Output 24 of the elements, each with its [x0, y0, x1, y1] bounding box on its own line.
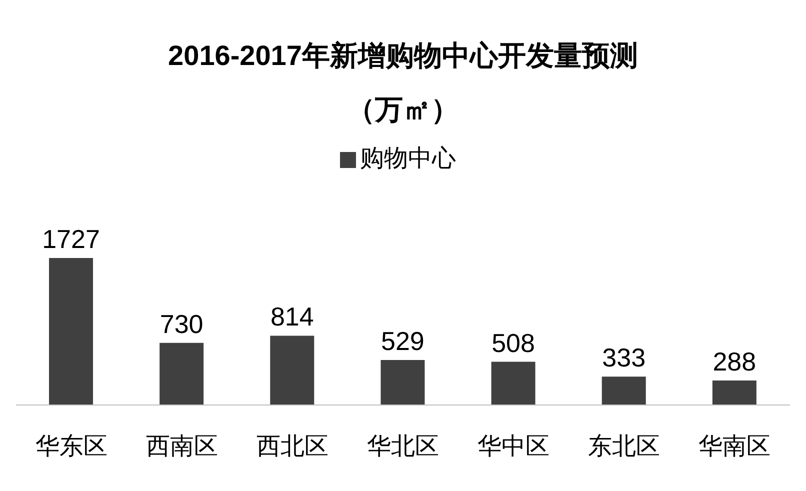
bar	[602, 376, 646, 405]
data-label: 730	[160, 308, 204, 339]
data-label: 508	[492, 328, 535, 358]
chart-subtitle: （万㎡）	[346, 93, 460, 127]
bar	[380, 360, 425, 405]
data-label: 814	[270, 302, 314, 332]
x-tick-label: 华南区	[698, 433, 771, 460]
data-label: 529	[381, 326, 424, 356]
data-label: 333	[602, 342, 646, 373]
bar	[49, 258, 93, 405]
bar	[491, 362, 536, 405]
x-tick-label: 西北区	[256, 433, 328, 460]
x-tick-label: 华北区	[367, 433, 439, 460]
data-label: 1727	[42, 224, 100, 254]
bar	[712, 380, 756, 405]
chart-title: 2016-2017年新增购物中心开发量预测	[167, 39, 639, 73]
x-tick-label: 华东区	[35, 433, 108, 460]
bar	[270, 336, 314, 405]
legend-label: 购物中心	[360, 145, 456, 172]
x-tick-label: 华中区	[478, 433, 550, 460]
x-tick-label: 东北区	[588, 433, 660, 460]
bar	[160, 342, 204, 405]
x-tick-label: 西南区	[146, 433, 218, 460]
data-label: 288	[712, 346, 756, 376]
